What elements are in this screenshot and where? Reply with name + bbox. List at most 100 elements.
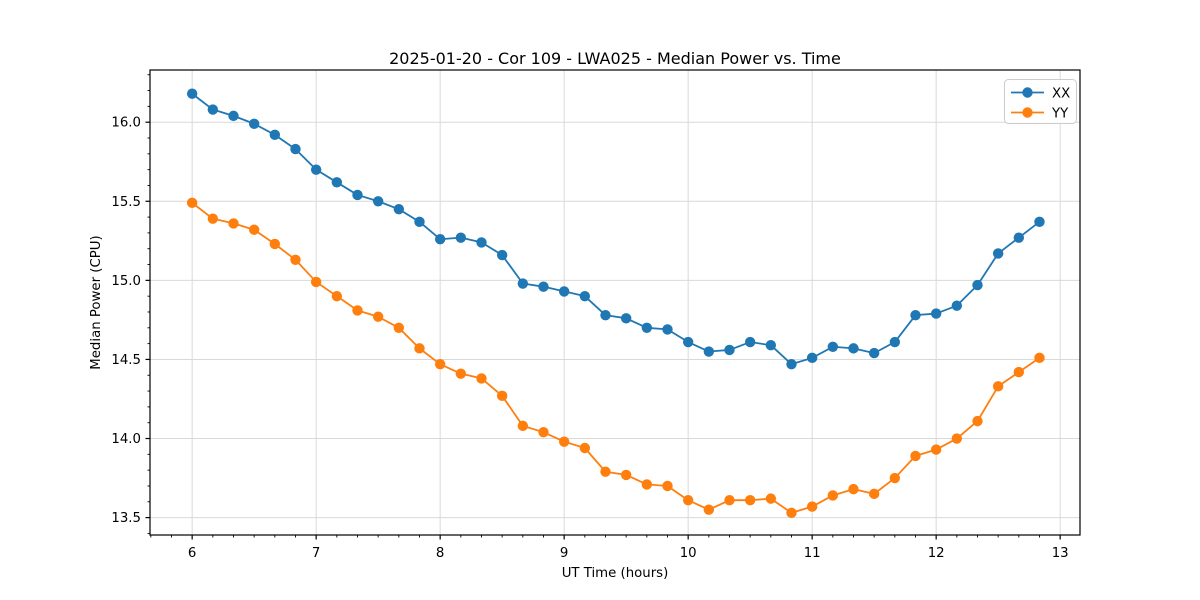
data-point-marker (889, 472, 901, 484)
data-point-marker (517, 278, 529, 289)
y-axis-label: Median Power (CPU) (89, 235, 104, 369)
data-point-marker (682, 336, 694, 348)
data-point-marker (496, 390, 508, 402)
data-point-marker (600, 309, 611, 321)
data-point-marker (352, 305, 363, 316)
data-point-marker (620, 469, 632, 481)
data-point-marker (641, 322, 653, 334)
data-point-marker (1013, 232, 1025, 243)
data-point-marker (868, 347, 880, 359)
y-tick-label: 14.0 (111, 432, 141, 447)
data-point-marker (662, 480, 673, 492)
legend-label: YY (1051, 107, 1069, 122)
data-point-marker (455, 232, 467, 243)
data-point-marker (434, 234, 446, 245)
data-point-marker (951, 300, 963, 311)
data-point-marker (724, 344, 735, 356)
data-point-marker (744, 336, 756, 348)
data-point-marker (372, 196, 384, 207)
chart-title: 2025-01-20 - Cor 109 - LWA025 - Median P… (389, 49, 841, 68)
data-point-marker (910, 309, 921, 321)
grid-lines (150, 70, 1080, 535)
data-point-marker (393, 203, 405, 215)
legend-entry-yy: YY (1011, 107, 1069, 122)
data-point-marker (331, 177, 343, 188)
data-point-marker (992, 248, 1004, 259)
data-point-marker (414, 216, 425, 228)
data-point-marker (724, 495, 735, 506)
data-point-marker (269, 129, 281, 141)
data-point-marker (1013, 366, 1025, 378)
x-tick-label: 7 (312, 546, 320, 561)
y-tick-label: 13.5 (111, 511, 141, 526)
data-point-marker (310, 164, 322, 175)
data-point-marker (620, 313, 632, 324)
data-point-marker (455, 368, 467, 379)
data-point-marker (579, 442, 591, 454)
data-point-marker (889, 336, 901, 348)
data-point-marker (476, 237, 487, 248)
data-point-marker (827, 490, 839, 501)
data-point-marker (393, 322, 405, 334)
data-point-marker (930, 444, 942, 455)
x-tick-label: 9 (560, 546, 568, 561)
data-point-marker (1034, 216, 1045, 228)
data-point-marker (662, 324, 673, 335)
axes-spines (149, 69, 1081, 536)
x-tick-label: 10 (680, 546, 697, 561)
data-point-marker (848, 483, 859, 495)
data-point-marker (744, 495, 756, 506)
legend: XX YY (1004, 79, 1077, 124)
data-point-marker (848, 343, 859, 354)
data-point-marker (910, 450, 921, 462)
data-point-marker (372, 311, 384, 322)
legend-marker (1022, 87, 1033, 98)
data-point-marker (207, 213, 219, 224)
legend-marker (1022, 107, 1033, 118)
data-point-marker (930, 308, 942, 319)
data-point-marker (517, 420, 529, 432)
data-point-marker (228, 218, 239, 229)
data-point-marker (703, 504, 715, 515)
data-point-marker (972, 279, 983, 291)
data-point-marker (331, 290, 343, 302)
y-tick-label: 14.5 (111, 353, 141, 368)
data-point-marker (827, 341, 839, 352)
series-xx (186, 88, 1045, 370)
data-point-marker (434, 358, 446, 370)
data-point-marker (703, 346, 715, 357)
y-tick-label: 16.0 (111, 116, 141, 131)
data-point-marker (290, 143, 301, 155)
x-tick-label: 11 (804, 546, 821, 561)
data-point-marker (951, 433, 963, 444)
data-point-marker (496, 249, 508, 261)
data-point-marker (786, 507, 797, 519)
data-point-marker (1034, 352, 1045, 364)
data-point-marker (600, 466, 611, 477)
series-yy (186, 197, 1045, 519)
legend-label: XX (1052, 87, 1070, 102)
y-tick-label: 15.0 (111, 274, 141, 289)
data-point-marker (352, 189, 363, 201)
plot-border (149, 69, 1081, 536)
data-point-marker (248, 118, 260, 129)
x-tick-label: 13 (1052, 546, 1069, 561)
data-point-marker (641, 479, 653, 490)
data-point-marker (186, 88, 198, 99)
data-point-marker (765, 340, 777, 351)
data-point-marker (579, 290, 591, 302)
data-point-marker (868, 488, 880, 500)
x-tick-label: 12 (928, 546, 945, 561)
data-point-marker (476, 373, 487, 384)
y-tick-label: 15.5 (111, 195, 141, 210)
data-point-marker (972, 415, 983, 427)
data-point-marker (806, 501, 818, 512)
data-point-marker (414, 343, 425, 354)
data-point-marker (992, 381, 1004, 392)
data-point-marker (228, 110, 239, 122)
data-point-marker (248, 224, 260, 235)
data-point-marker (806, 352, 818, 364)
x-axis-label: UT Time (hours) (562, 566, 669, 581)
